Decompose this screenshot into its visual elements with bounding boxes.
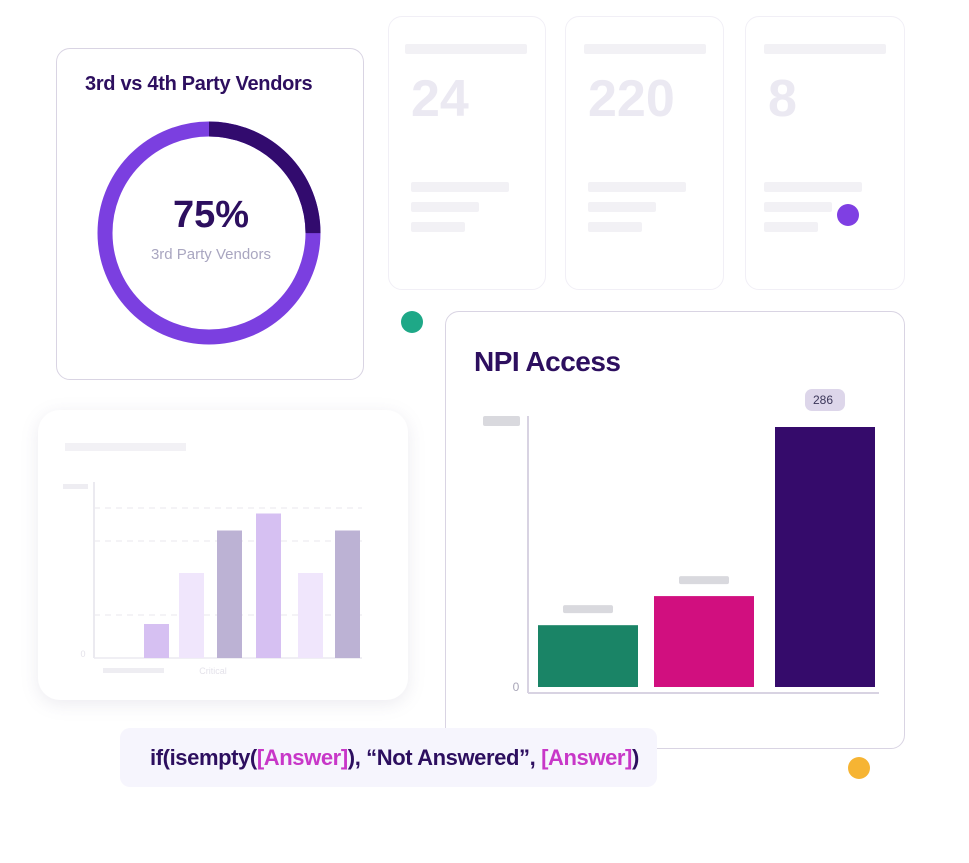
formula-suffix: )	[632, 745, 639, 770]
stat-card-line-placeholder	[764, 202, 832, 212]
donut-percent-value: 75%	[172, 194, 250, 236]
faded-bar	[179, 573, 204, 658]
npi-data-label: 286	[813, 393, 833, 407]
faded-bar-chart: 0 Critical	[63, 443, 362, 676]
stat-card-line-placeholder	[588, 182, 686, 192]
stat-card-value: 8	[768, 70, 797, 128]
formula-prefix: if(isempty(	[150, 745, 257, 770]
npi-bar	[654, 596, 754, 687]
npi-data-label-placeholder	[679, 576, 729, 585]
stat-card-2: 220	[565, 16, 724, 290]
faded-bar-chart-card: 0 Critical	[38, 410, 408, 700]
npi-chart-title: NPI Access	[474, 346, 621, 377]
stat-card-value: 24	[411, 70, 469, 128]
npi-access-card: NPI Access 0 286	[445, 311, 905, 749]
gold-decor-dot	[848, 757, 870, 779]
npi-bar	[775, 427, 875, 687]
npi-bar	[538, 625, 638, 687]
stat-card-line-placeholder	[411, 202, 479, 212]
donut-card-title: 3rd vs 4th Party Vendors	[85, 73, 313, 95]
faded-y-tick-placeholder	[63, 484, 88, 489]
faded-bar	[298, 573, 323, 658]
formula-answer-token: [Answer]	[256, 745, 348, 770]
donut-subtitle: 3rd Party Vendors	[150, 246, 272, 263]
faded-bars-group	[144, 513, 360, 658]
stat-card-line-placeholder	[764, 222, 818, 232]
formula-expression: if(isempty([Answer]), “Not Answered”, [A…	[120, 728, 657, 787]
npi-y-zero-label: 0	[513, 680, 520, 694]
faded-bar	[335, 530, 360, 658]
teal-decor-dot	[401, 311, 423, 333]
npi-data-label-badge	[805, 389, 845, 411]
npi-bars-group: 286	[538, 389, 875, 687]
stat-card-value: 220	[588, 70, 675, 128]
purple-decor-dot	[837, 204, 859, 226]
stat-card-heading-placeholder	[764, 44, 886, 54]
stat-card-1: 24	[388, 16, 546, 290]
faded-x-tick-placeholder	[103, 668, 164, 673]
faded-bar	[217, 530, 242, 658]
faded-bar	[144, 624, 169, 658]
faded-x-category-label: Critical	[199, 666, 227, 676]
faded-bar	[256, 513, 281, 658]
stat-card-line-placeholder	[764, 182, 862, 192]
stat-card-heading-placeholder	[405, 44, 527, 54]
stat-card-line-placeholder	[411, 222, 465, 232]
faded-chart-title-placeholder	[65, 443, 186, 451]
vendor-donut-chart	[97, 121, 321, 345]
formula-middle: ), “Not Answered”,	[347, 745, 542, 770]
stat-card-3: 8	[745, 16, 905, 290]
npi-data-label-placeholder	[563, 605, 613, 614]
formula-answer-token: [Answer]	[541, 745, 632, 770]
npi-bar-chart: 0 286	[483, 389, 879, 694]
stat-card-line-placeholder	[588, 222, 642, 232]
vendor-donut-card: 3rd vs 4th Party Vendors 75% 3rd Party V…	[56, 48, 364, 380]
npi-y-tick-placeholder	[483, 416, 520, 426]
stat-card-heading-placeholder	[584, 44, 706, 54]
stat-card-line-placeholder	[588, 202, 656, 212]
faded-y-zero-label: 0	[80, 649, 85, 659]
donut-segment-fourth-party	[97, 121, 321, 345]
stat-card-line-placeholder	[411, 182, 509, 192]
